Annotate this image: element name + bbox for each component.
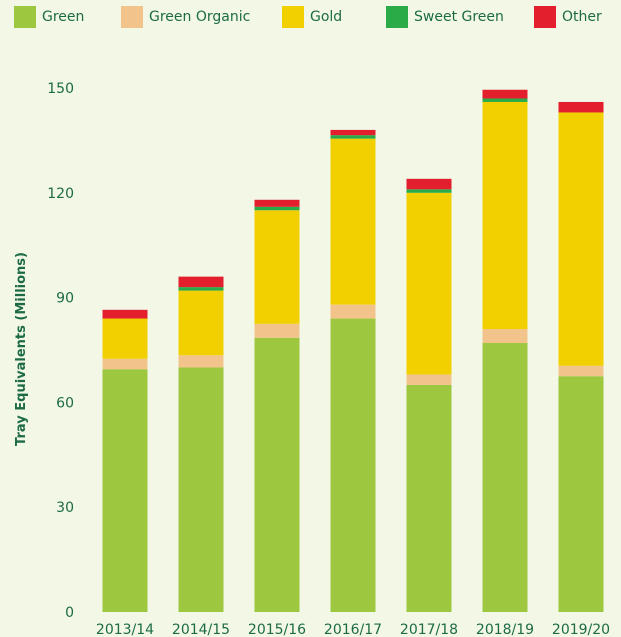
legend-label-green-organic: Green Organic [149,9,251,25]
bar-segment-other [482,89,528,99]
legend-swatch-gold [282,6,304,28]
bar-segment-green [482,343,528,612]
bar-segment-other [330,129,376,136]
bar-segment-green [102,369,148,612]
bar-segment-other [102,309,148,319]
bar-segment-gold [406,192,452,375]
bar-segment-green [558,376,604,612]
bar-segment-green-organic [178,355,224,368]
x-tick-label: 2014/15 [172,622,230,637]
legend-label-other: Other [562,9,602,25]
bar-segment-sweet-green [406,189,452,193]
legend-swatch-sweet-green [386,6,408,28]
bar-segment-gold [558,112,604,366]
legend-label-gold: Gold [310,9,343,25]
x-tick-label: 2013/14 [96,622,154,637]
bar-segment-green [254,337,300,612]
bar-segment-green-organic [102,358,148,370]
bar-segment-other [406,178,452,190]
bar-segment-green-organic [482,329,528,344]
bar-segment-sweet-green [178,287,224,291]
legend-swatch-other [534,6,556,28]
legend: Green Green Organic Gold Sweet Green Oth… [14,4,614,30]
bar-segment-green [178,367,224,612]
y-tick-label: 120 [47,186,74,202]
legend-swatch-green-organic [121,6,143,28]
y-axis-ticks: 0 30 60 90 120 150 [47,81,74,621]
bar-segment-sweet-green [254,206,300,211]
x-tick-label: 2017/18 [400,622,458,637]
bar-segment-other [254,199,300,207]
y-tick-label: 0 [65,605,74,621]
x-tick-label: 2016/17 [324,622,382,637]
bar-segment-gold [330,138,376,305]
x-tick-label: 2019/20 [552,622,610,637]
legend-item-green: Green [14,4,84,30]
bar-segment-green-organic [558,365,604,377]
y-tick-label: 90 [56,291,74,307]
legend-swatch-green [14,6,36,28]
legend-item-sweet-green: Sweet Green [386,4,504,30]
bar-segment-other [178,276,224,288]
bar-segment-other [558,101,604,113]
y-tick-label: 30 [56,500,74,516]
legend-item-green-organic: Green Organic [121,4,250,30]
bar-segment-green-organic [330,304,376,319]
y-tick-label: 150 [47,81,74,97]
x-axis-ticks: 2013/14 2014/15 2015/16 2016/17 2017/18 2018/… [96,622,610,637]
bar-segment-green [406,384,452,612]
bar-segment-gold [254,210,300,324]
x-tick-label: 2018/19 [476,622,534,637]
legend-item-gold: Gold [282,4,342,30]
bar-segment-green-organic [254,323,300,338]
y-tick-label: 60 [56,395,74,411]
x-tick-label: 2015/16 [248,622,306,637]
bar-segment-sweet-green [330,135,376,139]
legend-label-green: Green [42,9,85,25]
bar-segment-green [330,318,376,612]
bar-segment-gold [102,318,148,359]
bar-segment-sweet-green [482,98,528,102]
legend-label-sweet-green: Sweet Green [414,9,504,25]
bars [102,89,604,612]
bar-segment-green-organic [406,374,452,385]
legend-item-other: Other [534,4,602,30]
y-axis-title: Tray Equivalents (Millions) [14,252,29,446]
bar-segment-gold [178,290,224,356]
bar-segment-gold [482,101,528,330]
